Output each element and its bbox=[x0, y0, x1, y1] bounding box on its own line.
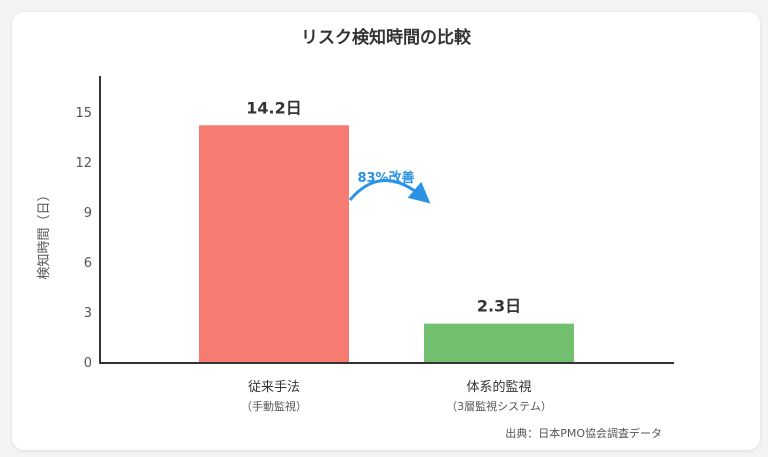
bar-value-label: 2.3日 bbox=[477, 297, 521, 316]
y-axis-ticks: 0 3 6 9 12 15 bbox=[75, 106, 92, 371]
y-tick-label: 0 bbox=[84, 356, 92, 371]
y-tick-label: 15 bbox=[75, 106, 92, 121]
improvement-arrow bbox=[348, 179, 431, 204]
data-labels: 14.2日 2.3日 bbox=[246, 98, 521, 315]
bar-chart: リスク検知時間の比較 検知時間（日） 0 3 6 9 12 15 14.2日 2.3日 従来… bbox=[36, 27, 674, 440]
y-axis-label: 検知時間（日） bbox=[36, 188, 52, 279]
category-label: 従来手法 bbox=[248, 380, 300, 395]
bar-value-label: 14.2日 bbox=[246, 98, 301, 117]
y-tick-label: 3 bbox=[84, 306, 92, 321]
chart-card: リスク検知時間の比較 検知時間（日） 0 3 6 9 12 15 14.2日 2.3日 従来… bbox=[12, 12, 760, 450]
bar bbox=[424, 323, 574, 362]
y-tick-label: 9 bbox=[84, 206, 92, 221]
category-labels: 従来手法 （手動監視） 体系的監視 （3層監視システム） bbox=[241, 379, 552, 413]
category-subtitle: （手動監視） bbox=[241, 399, 307, 413]
bars bbox=[199, 125, 574, 362]
category-subtitle: （3層監視システム） bbox=[446, 399, 552, 413]
bar bbox=[199, 125, 349, 362]
chart-title: リスク検知時間の比較 bbox=[301, 27, 472, 48]
source-note: 出典：日本PMO協会調査データ bbox=[505, 426, 662, 440]
improvement-annotation: 83%改善 bbox=[357, 170, 414, 186]
y-tick-label: 6 bbox=[84, 256, 92, 271]
y-tick-label: 12 bbox=[75, 156, 92, 171]
category-label: 体系的監視 bbox=[466, 379, 531, 395]
